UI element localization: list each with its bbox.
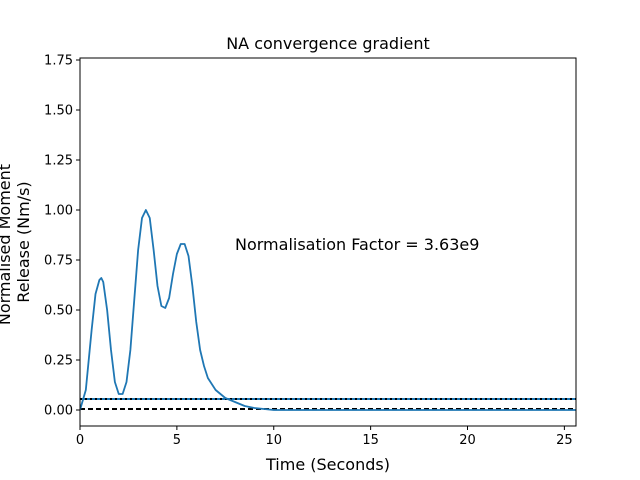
x-tick-label: 20 bbox=[459, 433, 476, 448]
x-tick-label: 10 bbox=[265, 433, 282, 448]
y-tick-label: 0.50 bbox=[44, 304, 73, 319]
y-axis-label-line-1: Normalised Moment bbox=[0, 164, 14, 325]
y-tick-label: 0.00 bbox=[44, 404, 73, 419]
y-axis-label-line-2: Release (Nm/s) bbox=[14, 181, 33, 302]
y-tick-label: 1.75 bbox=[44, 54, 73, 69]
y-tick-label: 1.00 bbox=[44, 204, 73, 219]
y-axis-label: Normalised Moment Release (Nm/s) bbox=[0, 159, 33, 325]
x-axis-ticks: 0 5 10 15 20 25 bbox=[76, 426, 573, 448]
x-axis-label: Time (Seconds) bbox=[265, 455, 390, 474]
x-tick-label: 5 bbox=[173, 433, 181, 448]
y-tick-label: 1.25 bbox=[44, 154, 73, 169]
x-tick-label: 25 bbox=[556, 433, 573, 448]
series-line-0 bbox=[80, 209, 576, 411]
normalisation-annotation: Normalisation Factor = 3.63e9 bbox=[235, 235, 479, 254]
y-tick-label: 0.75 bbox=[44, 254, 73, 269]
y-tick-label: 1.50 bbox=[44, 104, 73, 119]
x-tick-label: 0 bbox=[76, 433, 84, 448]
x-tick-label: 15 bbox=[362, 433, 379, 448]
axes-frame bbox=[79, 57, 577, 427]
y-tick-label: 0.25 bbox=[44, 354, 73, 369]
y-axis-ticks: 0.00 0.25 0.50 0.75 1.00 1.25 1.50 1.75 bbox=[44, 54, 80, 419]
chart-title: NA convergence gradient bbox=[226, 34, 430, 53]
plot-area bbox=[80, 209, 576, 411]
